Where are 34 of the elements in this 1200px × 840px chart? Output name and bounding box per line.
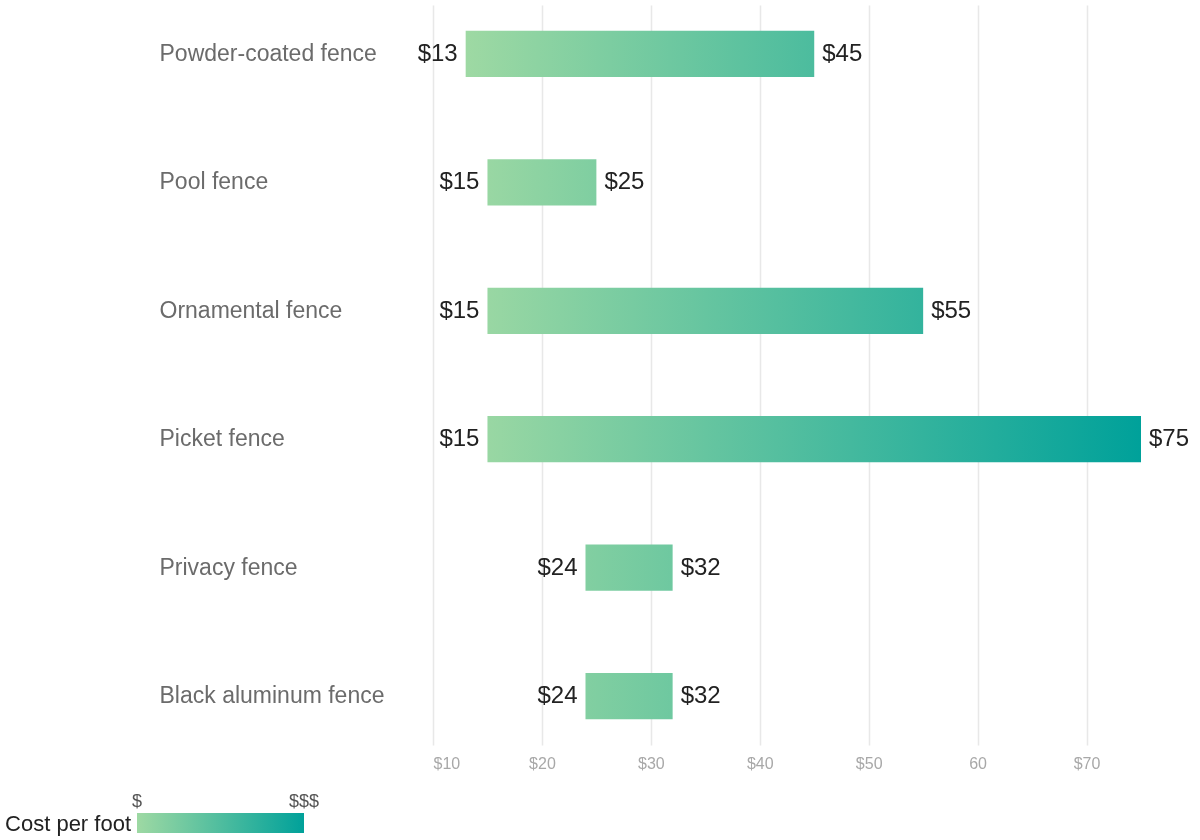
bar [585, 673, 673, 720]
annotation: $32 [680, 552, 721, 580]
bar [487, 416, 1141, 463]
annotation: $55 [931, 295, 972, 323]
bar [487, 159, 597, 206]
y-tick-label: Ornamental fence [159, 296, 343, 323]
annotation: $32 [680, 681, 721, 709]
y-tick-label: Powder-coated fence [159, 39, 377, 66]
y-tick-label: Picket fence [159, 425, 285, 452]
annotation: $15 [439, 295, 480, 323]
bar [465, 30, 815, 77]
x-tick-label: $20 [529, 754, 556, 772]
x-tick-label: 60 [969, 754, 988, 772]
y-tick-label: Pool fence [159, 168, 269, 195]
color-bar-label: $$$ [288, 791, 320, 811]
x-tick-label: $50 [855, 754, 883, 772]
x-tick-label: $10 [433, 754, 461, 772]
bar [585, 544, 673, 591]
x-tick-label: $70 [1073, 754, 1101, 772]
x-tick-label: $30 [637, 754, 665, 772]
bar [487, 287, 924, 334]
annotation: $75 [1149, 424, 1190, 452]
color-bar-title: Cost per foot [5, 811, 131, 836]
annotation: $24 [537, 552, 578, 580]
annotation: $15 [439, 167, 480, 195]
annotation: $45 [822, 38, 863, 66]
annotation: $13 [417, 38, 458, 66]
y-tick-label: Privacy fence [159, 553, 298, 580]
annotation: $15 [439, 424, 480, 452]
x-tick-label: $40 [746, 754, 774, 772]
annotation: $25 [604, 167, 645, 195]
annotation: $24 [537, 681, 578, 709]
y-tick-label: Black aluminum fence [159, 682, 385, 709]
color-bar-label: $ [131, 791, 143, 811]
